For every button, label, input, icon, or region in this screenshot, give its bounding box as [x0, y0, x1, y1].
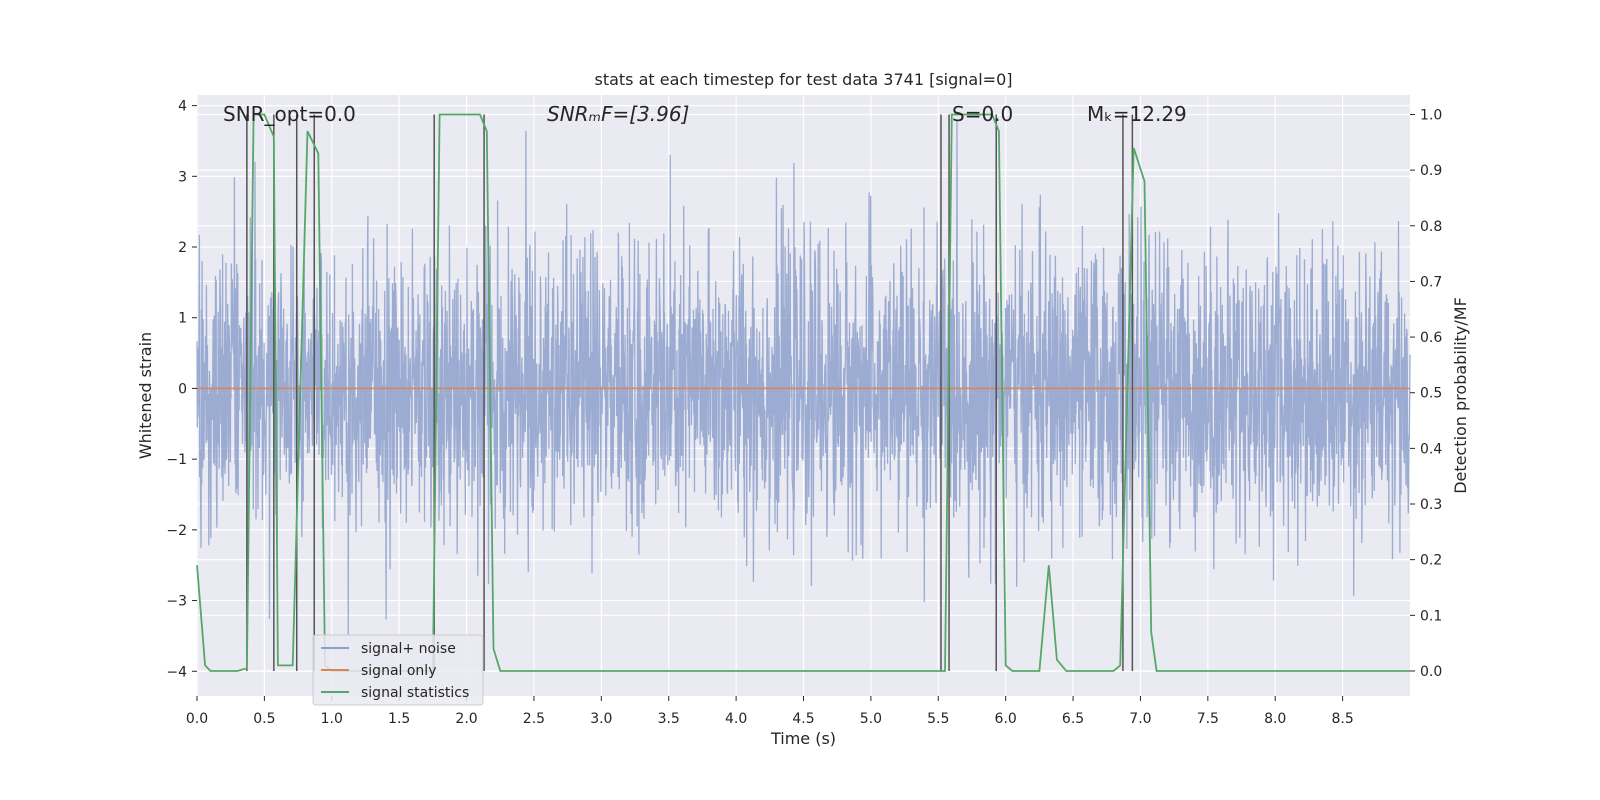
y-left-tick-label: −1 — [166, 452, 187, 468]
legend-label: signal only — [361, 663, 436, 679]
x-tick-label: 1.5 — [388, 711, 410, 727]
y-right-axis-ticks: 1.0 0.9 0.8 0.7 0.6 0.5 0.4 0.3 0.2 0.1 0.0 — [1410, 107, 1442, 680]
x-tick-label: 2.5 — [523, 711, 545, 727]
y-left-tick-label: −3 — [166, 594, 187, 610]
legend-item-signal-noise: signal+ noise — [321, 641, 456, 657]
y-right-tick-label: 1.0 — [1420, 107, 1442, 123]
y-left-tick-label: −2 — [166, 523, 187, 539]
legend-box — [312, 634, 484, 706]
x-tick-label: 1.0 — [321, 711, 343, 727]
x-tick-label: 8.5 — [1331, 711, 1353, 727]
x-tick-label: 5.5 — [927, 711, 949, 727]
y-right-tick-label: 0.7 — [1420, 274, 1442, 290]
y-left-tick-label: 2 — [178, 240, 187, 256]
x-tick-label: 0.0 — [186, 711, 208, 727]
y-right-tick-label: 0.2 — [1420, 553, 1442, 569]
series-signal-statistics — [196, 113, 1410, 672]
y-left-axis-label: Whitened strain — [136, 332, 155, 459]
legend-item-signal-only: signal only — [321, 663, 436, 679]
y-right-tick-label: 0.1 — [1420, 608, 1442, 624]
x-tick-label: 3.5 — [658, 711, 680, 727]
x-tick-label: 6.5 — [1062, 711, 1084, 727]
y-right-tick-label: 0.4 — [1420, 441, 1442, 457]
annotation-snr-opt: SNR_opt=0.0 — [223, 102, 356, 126]
annotation-mc: Mₖ=12.29 — [1087, 102, 1187, 126]
series-line-signal-statistics — [196, 113, 1410, 672]
x-tick-label: 7.5 — [1197, 711, 1219, 727]
chart-title: stats at each timestep for test data 374… — [594, 70, 1012, 89]
y-left-tick-label: −4 — [166, 664, 187, 680]
x-tick-label: 5.0 — [860, 711, 882, 727]
legend-label: signal+ noise — [361, 641, 456, 657]
x-tick-label: 0.5 — [253, 711, 275, 727]
y-right-tick-label: 0.6 — [1420, 330, 1442, 346]
y-right-tick-label: 0.5 — [1420, 386, 1442, 402]
x-tick-label: 4.5 — [792, 711, 814, 727]
y-left-tick-label: 0 — [178, 381, 187, 397]
y-right-tick-label: 0.8 — [1420, 219, 1442, 235]
x-tick-label: 2.0 — [455, 711, 477, 727]
y-right-axis-label: Detection probability/MF — [1451, 297, 1470, 494]
x-axis-ticks: 0.0 0.5 1.0 1.5 2.0 2.5 3.0 3.5 4.0 4.5 5.0 5.5 6.0 6… — [186, 696, 1354, 727]
y-left-tick-label: 1 — [178, 311, 187, 327]
series-signal-noise — [196, 119, 1411, 636]
x-tick-label: 6.0 — [995, 711, 1017, 727]
annotation-s: S=0.0 — [952, 102, 1013, 126]
y-left-tick-label: 3 — [178, 169, 187, 185]
x-tick-label: 4.0 — [725, 711, 747, 727]
y-right-tick-label: 0.9 — [1420, 163, 1442, 179]
y-right-tick-label: 0.3 — [1420, 497, 1442, 513]
legend-label: signal statistics — [361, 685, 469, 701]
x-tick-label: 8.0 — [1264, 711, 1286, 727]
x-tick-label: 7.0 — [1129, 711, 1151, 727]
legend-item-signal-statistics: signal statistics — [321, 685, 469, 701]
y-left-axis-ticks: 4 3 2 1 0 −1 −2 −3 −4 — [166, 99, 197, 680]
x-axis-label: Time (s) — [770, 729, 836, 748]
x-tick-label: 3.0 — [590, 711, 612, 727]
series-line-signal-noise — [196, 119, 1411, 636]
legend: signal+ noise signal only signal statist… — [312, 634, 484, 706]
annotations: SNR_opt=0.0 SNRₘF=[3.96] S=0.0 Mₖ=12.29 — [223, 102, 1187, 126]
y-left-tick-label: 4 — [178, 99, 187, 115]
y-right-tick-label: 0.0 — [1420, 664, 1442, 680]
annotation-snr-mf: SNRₘF=[3.96] — [547, 102, 689, 126]
